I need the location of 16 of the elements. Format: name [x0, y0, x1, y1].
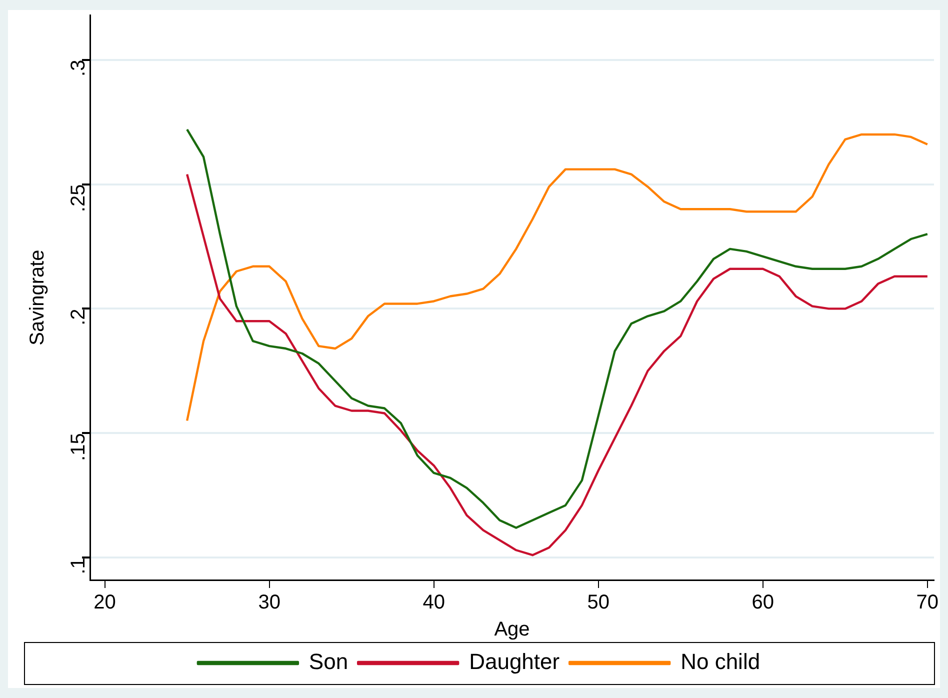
y-tick-label: .15 [68, 433, 90, 461]
x-tick-label: 60 [752, 592, 774, 614]
y-tick-label: .1 [68, 558, 90, 574]
legend-label: Daughter [469, 649, 560, 674]
x-tick-label: 70 [916, 592, 939, 614]
legend-label: No child [680, 649, 760, 674]
y-tick-label: .2 [68, 308, 90, 326]
x-axis-title: Age [494, 618, 530, 641]
x-tick-label: 20 [94, 592, 116, 614]
legend-label: Son [308, 649, 348, 674]
x-tick-label: 40 [422, 592, 445, 614]
y-tick-label: .3 [68, 60, 90, 76]
x-tick-label: 30 [258, 592, 280, 614]
y-tick-label: .25 [68, 184, 90, 212]
x-tick-label: 50 [587, 592, 610, 614]
y-axis-title: Savingrate [26, 250, 49, 346]
